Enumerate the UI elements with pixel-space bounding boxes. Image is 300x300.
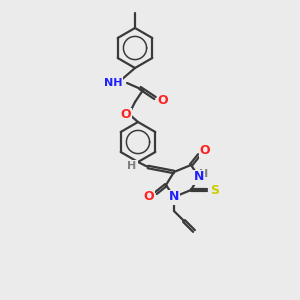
Text: O: O	[121, 109, 131, 122]
Text: O: O	[144, 190, 154, 202]
Text: N: N	[169, 190, 179, 203]
Text: O: O	[158, 94, 168, 106]
Text: S: S	[211, 184, 220, 196]
Text: NH: NH	[104, 78, 122, 88]
Text: H: H	[200, 169, 208, 179]
Text: H: H	[128, 161, 136, 171]
Text: O: O	[200, 145, 210, 158]
Text: N: N	[194, 170, 204, 184]
